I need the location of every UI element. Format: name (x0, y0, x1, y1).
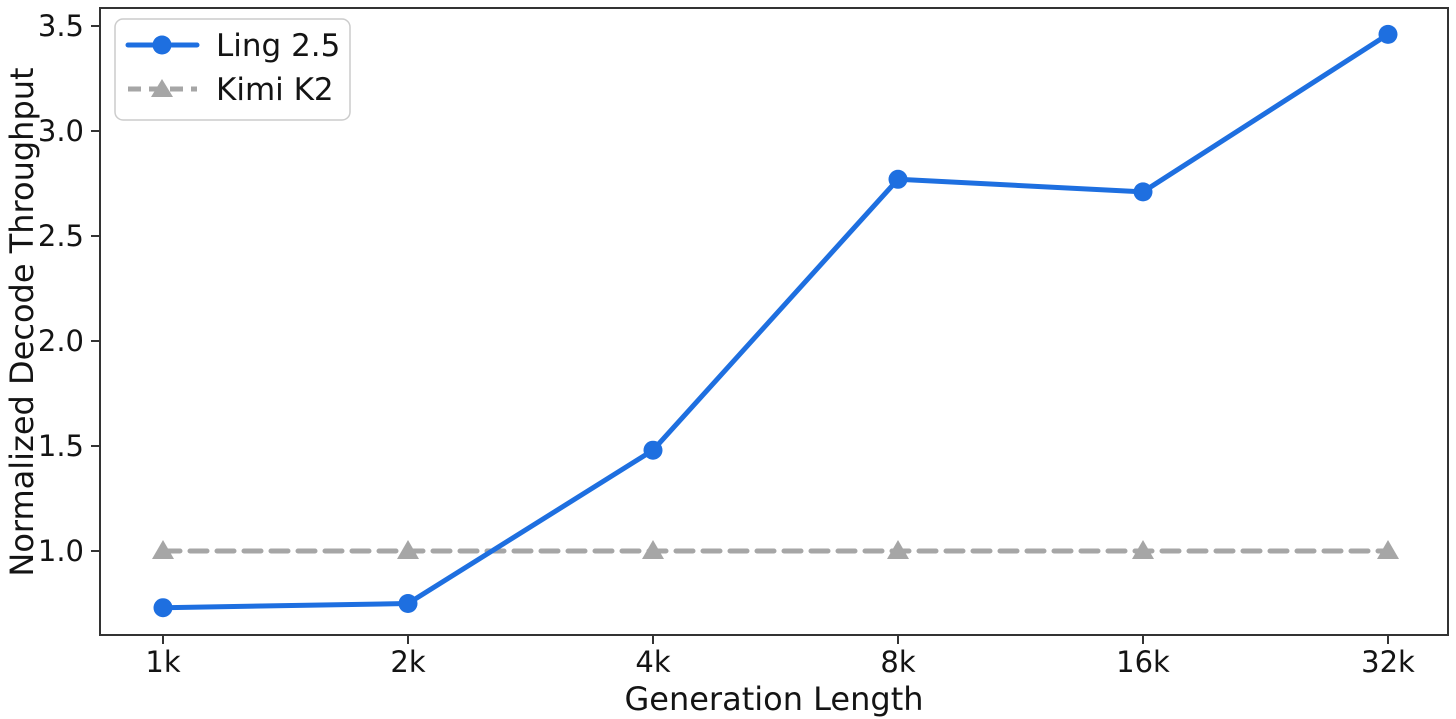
series-marker-ling-2-5-1k (153, 598, 173, 618)
series-marker-ling-2-5-2k (398, 594, 418, 613)
plot-area: 1k 2k 4k 8k 16k 32k 1.0 1.5 2.0 2.5 3.0 3.5 (38, 7, 1449, 679)
series-marker-kimi-k2-32k (1377, 540, 1399, 559)
series-marker-kimi-k2-8k (887, 540, 909, 559)
x-tick-label-4k: 4k (635, 645, 670, 679)
x-axis-label: Generation Length (624, 680, 923, 718)
plot-border (99, 7, 1449, 636)
x-tick-label-16k: 16k (1116, 645, 1170, 679)
y-axis-label: Normalized Decode Throughput (3, 67, 41, 576)
series-marker-kimi-k2-1k (152, 540, 174, 559)
y-tick-label-1-5: 1.5 (38, 429, 84, 463)
legend-triangle-marker-icon (151, 79, 173, 97)
x-tick-label-32k: 32k (1361, 645, 1415, 679)
series-marker-kimi-k2-16k (1132, 540, 1154, 559)
series-marker-ling-2-5-4k (643, 440, 663, 460)
y-tick-label-2-0: 2.0 (38, 324, 84, 358)
y-tick-label-3-0: 3.0 (38, 114, 84, 148)
series-marker-kimi-k2-4k (642, 540, 664, 559)
series-marker-kimi-k2-2k (397, 540, 419, 559)
series-marker-ling-2-5-16k (1133, 182, 1153, 202)
x-tick-label-8k: 8k (880, 645, 915, 679)
legend-label-ling: Ling 2.5 (216, 28, 340, 64)
legend-circle-marker-icon (152, 35, 172, 55)
legend-label-kimi: Kimi K2 (216, 72, 334, 108)
legend: Ling 2.5 Kimi K2 (114, 18, 351, 121)
series-marker-ling-2-5-32k (1378, 24, 1398, 44)
y-tick-label-2-5: 2.5 (38, 219, 84, 253)
y-tick-label-1-0: 1.0 (38, 534, 84, 568)
x-tick-label-2k: 2k (390, 645, 425, 679)
series-line-ling-2-5 (160, 31, 1391, 611)
series-marker-ling-2-5-8k (888, 169, 908, 189)
x-tick-label-1k: 1k (145, 645, 180, 679)
y-tick-label-3-5: 3.5 (38, 9, 84, 43)
